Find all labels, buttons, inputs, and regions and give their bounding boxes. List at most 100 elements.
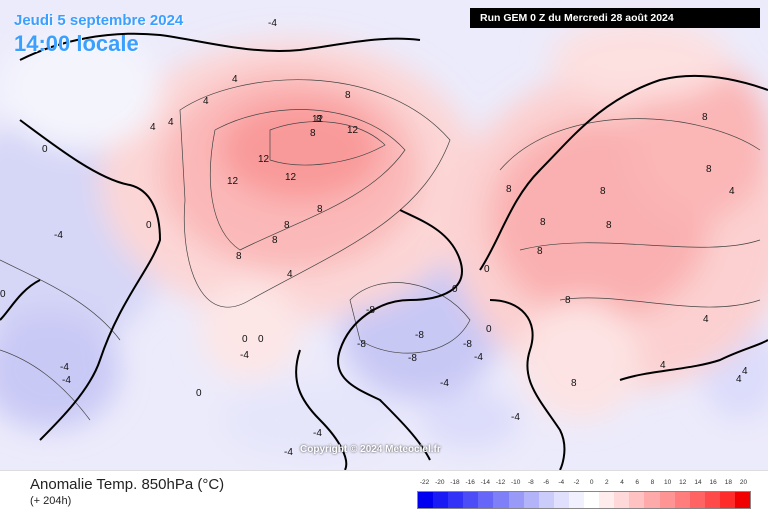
map-label: 4 xyxy=(703,314,709,325)
map-label: 8 xyxy=(600,186,606,197)
map-label: -4 xyxy=(284,447,293,458)
contour-labels: -4 4 4 4 4 8 8 12 8 12 12 12 12 8 8 8 8 … xyxy=(0,18,748,458)
map-title: Anomalie Temp. 850hPa (°C) xyxy=(30,476,225,493)
legend-label: 16 xyxy=(709,479,717,486)
legend-swatch xyxy=(508,492,524,508)
map-label: 8 xyxy=(284,220,290,231)
legend-label: -10 xyxy=(511,479,521,486)
map-label: 8 xyxy=(506,184,512,195)
legend-swatch xyxy=(644,492,660,508)
map-label: 4 xyxy=(150,122,156,133)
legend-swatch xyxy=(463,492,479,508)
map-label: -4 xyxy=(474,352,483,363)
contour-lines xyxy=(0,79,761,421)
legend-swatch xyxy=(448,492,464,508)
map-label: 8 xyxy=(706,164,712,175)
forecast-date: Jeudi 5 septembre 2024 xyxy=(14,12,184,29)
map-label: 4 xyxy=(729,186,735,197)
map-label: 12 xyxy=(347,125,359,136)
legend-labels: -22 -20 -18 -16 -14 -12 -10 -8 -6 -4 -2 0 2 4 6 8 10 12 14… xyxy=(417,479,751,489)
legend-swatch xyxy=(614,492,630,508)
legend-label: 8 xyxy=(650,479,655,486)
map-label: 4 xyxy=(203,96,209,107)
run-info: Run GEM 0 Z du Mercredi 28 août 2024 xyxy=(470,8,760,28)
legend-label: -14 xyxy=(480,479,491,486)
map-label: 8 xyxy=(345,90,351,101)
legend-label: 18 xyxy=(724,479,732,486)
map-label: 8 xyxy=(317,204,323,215)
map-label: 4 xyxy=(168,117,174,128)
map-label: 8 xyxy=(565,295,571,306)
map-label: -4 xyxy=(313,428,322,439)
map-label: 0 xyxy=(486,324,492,335)
legend-label: -6 xyxy=(543,479,549,486)
map-label: -4 xyxy=(240,350,249,361)
legend-label: -16 xyxy=(465,479,475,486)
legend-swatch xyxy=(674,492,690,508)
legend-label: 0 xyxy=(589,479,594,486)
legend-label: -2 xyxy=(573,479,580,486)
map-label: -8 xyxy=(408,353,417,364)
map-label: 4 xyxy=(742,366,748,377)
map-label: 0 xyxy=(0,289,6,300)
legend-swatch xyxy=(584,492,600,508)
map-label: -8 xyxy=(415,330,424,341)
legend-swatch xyxy=(538,492,554,508)
legend-swatch xyxy=(418,492,434,508)
map-label: 4 xyxy=(287,269,293,280)
legend-swatch xyxy=(523,492,539,508)
legend-swatch xyxy=(704,492,720,508)
map-label: 0 xyxy=(258,334,264,345)
map-label: 8 xyxy=(571,378,577,389)
legend-bar xyxy=(417,491,751,509)
map-label: -4 xyxy=(60,362,69,373)
map-label: -4 xyxy=(54,230,63,241)
legend-label: -4 xyxy=(558,479,565,486)
legend-swatch xyxy=(689,492,705,508)
map-label: 8 xyxy=(272,235,278,246)
map-label: 0 xyxy=(42,144,48,155)
map-label: 8 xyxy=(236,251,242,262)
map-label: -8 xyxy=(463,339,472,350)
coastlines xyxy=(0,32,768,470)
legend-swatch xyxy=(478,492,494,508)
legend-label: -12 xyxy=(495,479,506,486)
map-label: 0 xyxy=(146,220,152,231)
map-label: 4 xyxy=(736,374,742,385)
legend-swatch xyxy=(734,492,751,508)
map-label: 0 xyxy=(452,284,458,295)
map-label: 12 xyxy=(285,172,297,183)
map-label: 12 xyxy=(312,114,324,125)
legend-swatch xyxy=(493,492,509,508)
legend-swatch xyxy=(629,492,645,508)
legend-label: 20 xyxy=(739,479,748,486)
map-label: 0 xyxy=(484,264,490,275)
map-label: 8 xyxy=(606,220,612,231)
map-label: 12 xyxy=(258,154,270,165)
copyright-watermark: Copyright © 2024 Meteociel.fr xyxy=(300,444,441,455)
legend-swatch xyxy=(553,492,569,508)
legend-label: 4 xyxy=(620,479,624,486)
map-label: 4 xyxy=(660,360,666,371)
legend-label: 12 xyxy=(679,479,687,486)
legend-label: -8 xyxy=(528,479,534,486)
anomaly-field xyxy=(0,20,768,460)
map-label: 8 xyxy=(310,128,316,139)
anomaly-map: -4 4 4 4 4 8 8 12 8 12 12 12 12 8 8 8 8 … xyxy=(0,0,768,470)
map-label: -8 xyxy=(366,305,375,316)
legend-label: 6 xyxy=(635,479,640,486)
map-label: -8 xyxy=(357,339,366,350)
map-label: -4 xyxy=(511,412,520,423)
map-label: -4 xyxy=(62,375,71,386)
legend-swatch xyxy=(599,492,615,508)
lead-time: (+ 204h) xyxy=(30,495,72,507)
map-label: 0 xyxy=(242,334,248,345)
legend-swatch xyxy=(433,492,449,508)
legend-label: -18 xyxy=(450,479,460,486)
footer-bar: Anomalie Temp. 850hPa (°C) (+ 204h) -22-… xyxy=(0,470,768,513)
legend-swatch xyxy=(659,492,675,508)
map-label: 12 xyxy=(227,176,239,187)
legend-label: -22 xyxy=(419,479,430,486)
legend-label: 2 xyxy=(605,479,609,486)
map-label: 0 xyxy=(196,388,202,399)
